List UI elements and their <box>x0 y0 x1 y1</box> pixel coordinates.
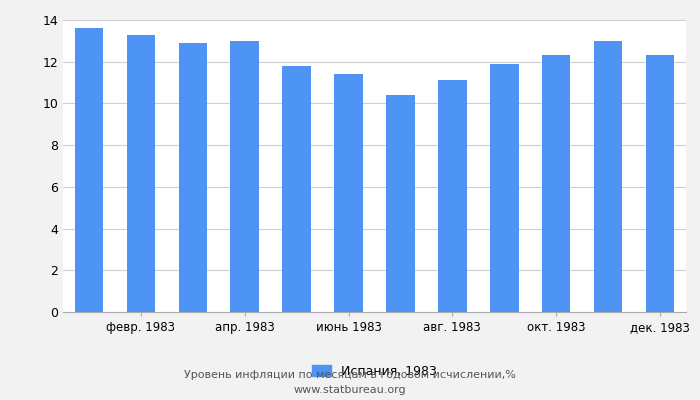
Bar <box>127 34 155 312</box>
Bar <box>335 74 363 312</box>
Legend: Испания, 1983: Испания, 1983 <box>312 365 437 378</box>
Bar <box>178 43 207 312</box>
Text: www.statbureau.org: www.statbureau.org <box>294 385 406 395</box>
Bar <box>542 56 570 312</box>
Text: Уровень инфляции по месяцам в годовом исчислении,%: Уровень инфляции по месяцам в годовом ис… <box>184 370 516 380</box>
Bar <box>386 95 414 312</box>
Bar <box>438 80 467 312</box>
Bar <box>646 56 674 312</box>
Bar <box>490 64 519 312</box>
Bar <box>75 28 103 312</box>
Bar <box>594 41 622 312</box>
Bar <box>282 66 311 312</box>
Bar <box>230 41 259 312</box>
